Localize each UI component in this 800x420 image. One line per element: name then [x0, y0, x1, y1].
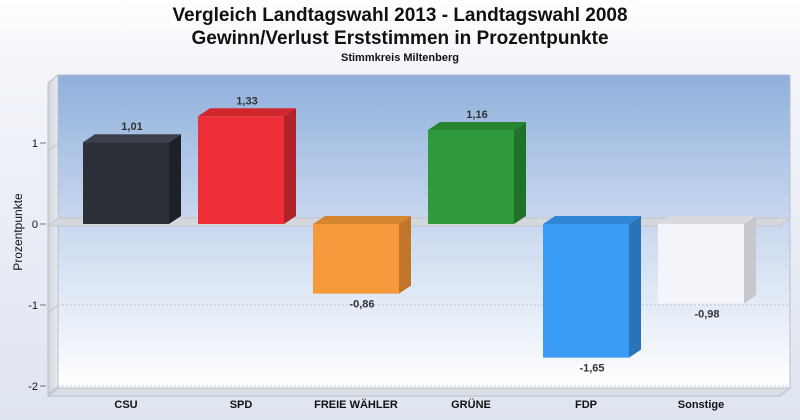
data-label: 1,16 [466, 109, 487, 121]
bar-front [428, 130, 514, 224]
bar-front [658, 224, 744, 304]
data-label: -0,98 [694, 308, 719, 320]
bar-front [198, 116, 284, 224]
bar-side [629, 216, 641, 358]
bar-top [83, 134, 181, 143]
chart-subtitle: Gewinn/Verlust Erststimmen in Prozentpun… [191, 28, 609, 49]
bar-side [514, 122, 526, 224]
labels-group: 1,01 CSU 1,33 SPD -0,86 FREIE WÄHLER 1,16 GRÜNE… [114, 95, 724, 411]
data-label: 1,01 [121, 121, 142, 133]
chart-title-block: Vergleich Landtagswahl 2013 - Landtagswa… [0, 4, 800, 64]
bar-freie-wähler [313, 216, 411, 294]
x-tick-label: FDP [575, 399, 597, 411]
x-tick-label: CSU [114, 399, 137, 411]
bar-side [284, 108, 296, 224]
gridline-wall [47, 385, 59, 395]
data-label: -0,86 [349, 299, 374, 311]
y-tick-label: -1 [28, 300, 38, 312]
x-tick-label: FREIE WÄHLER [314, 398, 398, 411]
bar-top [428, 122, 526, 131]
bar-sonstige [658, 216, 756, 304]
bar-top [198, 108, 296, 117]
bar-side [744, 216, 756, 304]
x-tick-label: SPD [230, 399, 253, 411]
bar-side [169, 134, 181, 224]
data-label: -1,65 [579, 363, 604, 375]
bar-front [543, 224, 629, 358]
bars-group [83, 108, 756, 358]
bar-top [543, 216, 641, 224]
bar-csu [83, 134, 181, 224]
bar-front [83, 142, 169, 224]
data-label: 1,33 [236, 95, 257, 107]
plot-left-wall [47, 73, 59, 398]
bar-front [313, 224, 399, 294]
x-tick-label: GRÜNE [451, 398, 491, 411]
gridline-wall [47, 142, 59, 152]
x-tick-label: Sonstige [678, 399, 724, 411]
plot-floor [46, 387, 792, 397]
y-axis-title: Prozentpunkte [11, 193, 25, 271]
gridline-wall [47, 304, 59, 314]
chart-caption: Stimmkreis Miltenberg [341, 52, 459, 64]
bar-fdp [543, 216, 641, 358]
bar-side [399, 216, 411, 294]
bar-spd [198, 108, 296, 224]
chart-title: Vergleich Landtagswahl 2013 - Landtagswa… [172, 5, 628, 26]
bar-top [313, 216, 411, 224]
bar-grüne [428, 122, 526, 224]
y-tick-label: 1 [32, 138, 38, 150]
y-tick-label: -2 [28, 381, 38, 393]
y-tick-label: 0 [32, 219, 38, 231]
bar-top [658, 216, 756, 224]
